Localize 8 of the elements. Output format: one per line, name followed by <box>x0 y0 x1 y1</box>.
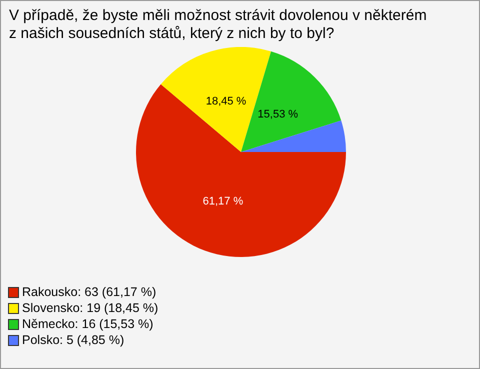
data-label: 61,17 % <box>202 195 244 208</box>
legend-label: Rakousko: 63 (61,17 %) <box>22 284 156 300</box>
chart-title: V případě, že byste měli možnost strávit dovolenou v některém z našich sousedních států, který z nich by to byl? <box>9 7 428 43</box>
data-label: 15,53 % <box>258 108 298 121</box>
legend-label: Slovensko: 19 (18,45 %) <box>22 300 158 316</box>
legend-label: Německo: 16 (15,53 %) <box>22 316 154 332</box>
legend-label: Polsko: 5 (4,85 %) <box>22 332 124 348</box>
data-label: 18,45 % <box>206 96 246 108</box>
